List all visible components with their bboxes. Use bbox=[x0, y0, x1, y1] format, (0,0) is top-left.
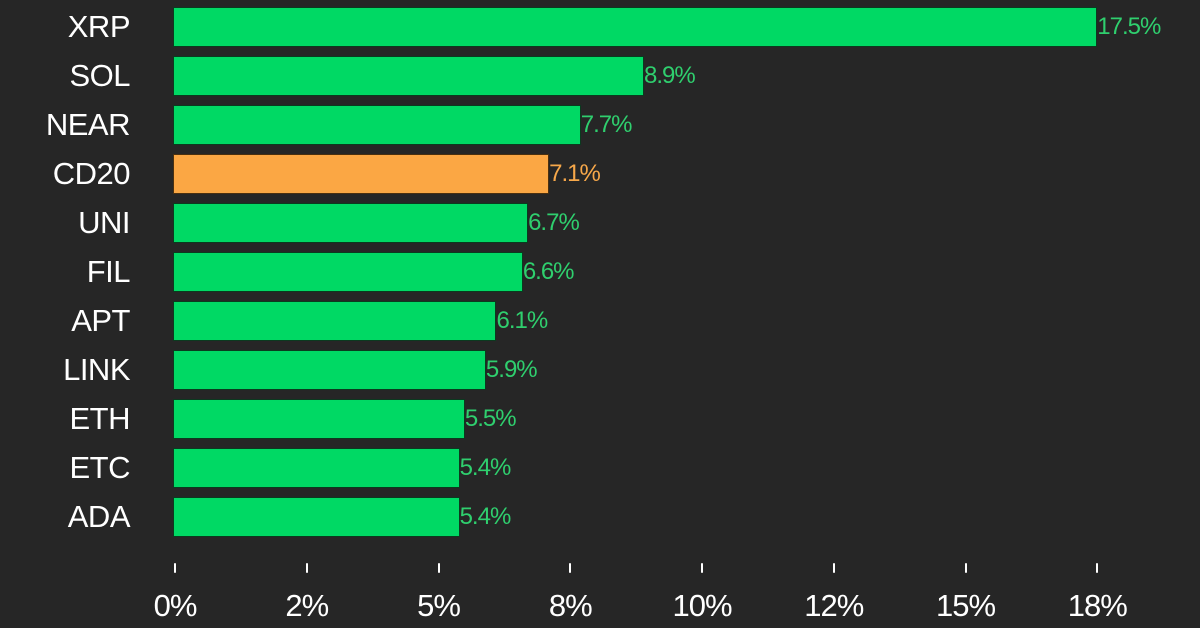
x-axis-tick bbox=[569, 563, 572, 573]
bar bbox=[174, 8, 1097, 46]
x-axis-tick-label: 2% bbox=[285, 588, 329, 623]
x-axis-tick-label: 0% bbox=[153, 588, 198, 623]
x-axis-tick bbox=[832, 563, 835, 573]
bar bbox=[174, 449, 459, 487]
x-axis-tick bbox=[305, 563, 308, 573]
category-label: APT bbox=[71, 303, 130, 338]
value-label: 8.9% bbox=[644, 62, 696, 89]
x-axis-tick bbox=[701, 563, 703, 573]
x-axis-tick-label: 10% bbox=[672, 588, 732, 623]
bar-row: CD20 7.1% bbox=[0, 155, 1200, 193]
x-axis-tick-label: 5% bbox=[417, 588, 461, 623]
bar bbox=[174, 351, 485, 389]
value-label: 5.4% bbox=[459, 503, 512, 530]
bar-row: FIL 6.6% bbox=[0, 253, 1200, 291]
bar bbox=[174, 400, 464, 438]
value-label: 17.5% bbox=[1097, 13, 1161, 40]
bar-row: LINK 5.9% bbox=[0, 351, 1200, 389]
x-axis-tick bbox=[964, 563, 967, 573]
value-label: 6.6% bbox=[522, 258, 575, 285]
bar bbox=[174, 57, 644, 95]
x-axis-tick bbox=[174, 563, 176, 573]
value-label: 5.4% bbox=[459, 454, 512, 481]
value-label: 5.5% bbox=[464, 405, 517, 432]
bar-row: ETC 5.4% bbox=[0, 449, 1200, 487]
bar-row: ADA 5.4% bbox=[0, 498, 1200, 536]
bar-row: SOL 8.9% bbox=[0, 57, 1200, 95]
category-label: ETH bbox=[69, 401, 131, 436]
category-label: CD20 bbox=[52, 156, 131, 191]
category-label: ADA bbox=[67, 499, 131, 534]
value-label: 5.9% bbox=[485, 356, 538, 383]
value-label: 6.1% bbox=[496, 307, 548, 334]
category-label: SOL bbox=[69, 58, 130, 93]
category-label: XRP bbox=[67, 9, 131, 44]
bar bbox=[174, 106, 580, 144]
category-label: UNI bbox=[78, 205, 130, 240]
value-label: 7.1% bbox=[549, 160, 601, 187]
x-axis-tick bbox=[1096, 563, 1099, 573]
x-axis-tick-label: 15% bbox=[935, 588, 996, 623]
bar bbox=[174, 204, 528, 242]
value-label: 7.7% bbox=[580, 111, 633, 138]
x-axis-tick-label: 12% bbox=[804, 588, 864, 623]
x-axis-tick-label: 8% bbox=[548, 588, 593, 623]
bar-row: XRP 17.5% bbox=[0, 8, 1200, 46]
bar-row: ETH 5.5% bbox=[0, 400, 1200, 438]
bar-row: UNI 6.7% bbox=[0, 204, 1200, 242]
bar-row: APT 6.1% bbox=[0, 302, 1200, 340]
category-label: LINK bbox=[63, 352, 130, 387]
value-label: 6.7% bbox=[528, 209, 580, 236]
x-axis-tick bbox=[437, 563, 440, 573]
x-axis-tick-label: 18% bbox=[1067, 588, 1128, 623]
bar bbox=[174, 155, 549, 193]
bar bbox=[174, 253, 522, 291]
category-label: NEAR bbox=[45, 107, 131, 142]
category-label: FIL bbox=[86, 254, 131, 289]
bar bbox=[174, 498, 459, 536]
category-label: ETC bbox=[69, 450, 131, 485]
bar-row: NEAR 7.7% bbox=[0, 106, 1200, 144]
bar bbox=[174, 302, 496, 340]
